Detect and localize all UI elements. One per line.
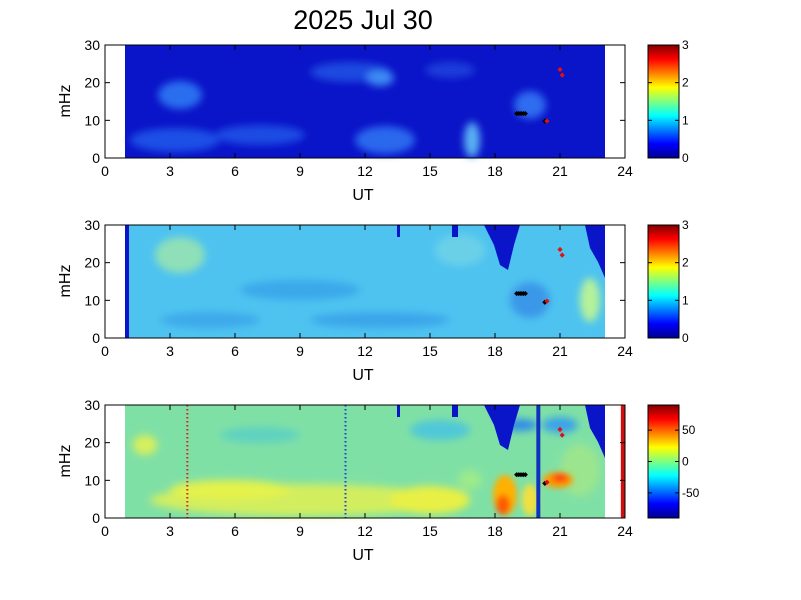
colorbar-gradient-1 [647,44,680,159]
y-tick-label: 10 [84,292,100,308]
x-tick-label: 0 [101,523,109,539]
x-tick-label: 12 [357,343,373,359]
x-axis-2: 0 3 6 9 12 15 18 21 24 [101,225,633,359]
y-tick-label: 10 [84,112,100,128]
x-tick-label: 24 [617,343,633,359]
black-marker [542,480,548,486]
x-axis-label-1: UT [352,187,374,204]
black-marker [522,472,528,478]
x-tick-label: 3 [166,343,174,359]
y-axis-3: 0 10 20 30 [84,397,625,526]
y-axis-label-3: mHz [57,445,74,478]
x-tick-label: 15 [422,523,438,539]
markers-2 [514,246,565,305]
x-tick-label: 9 [296,163,304,179]
colorbar-tick-label: 0 [682,331,689,345]
x-tick-label: 15 [422,163,438,179]
colorbar-tick-label: 3 [682,218,689,232]
y-tick-label: 30 [84,37,100,53]
x-tick-label: 0 [101,163,109,179]
y-tick-label: 10 [84,472,100,488]
y-tick-label: 0 [92,150,100,166]
red-marker [544,479,550,485]
y-tick-label: 20 [84,435,100,451]
x-axis-label-2: UT [352,367,374,384]
x-tick-label: 9 [296,523,304,539]
x-tick-label: 21 [552,343,568,359]
black-marker [522,110,528,117]
x-tick-label: 18 [487,523,503,539]
heatmap-3 [125,405,605,518]
x-axis-3: 0 3 6 9 12 15 18 21 24 [101,405,633,539]
x-tick-label: 3 [166,163,174,179]
x-tick-label: 24 [617,163,633,179]
x-tick-label: 21 [552,163,568,179]
colorbar-1: 0 1 2 3 [647,38,689,165]
red-marker [544,118,550,124]
red-marker [557,66,563,73]
x-tick-label: 6 [231,343,239,359]
red-marker [559,72,565,78]
panel-3: 0 3 6 9 12 15 18 21 24 0 10 20 30 UT mHz 50 0 -50 [57,397,700,564]
x-tick-label: 12 [357,163,373,179]
x-tick-label: 6 [231,523,239,539]
colorbar-tick-label: 3 [682,38,689,52]
colorbar-tick-label: -50 [682,486,700,500]
colorbar-2: 0 1 2 3 [647,218,689,345]
x-tick-label: 3 [166,523,174,539]
x-tick-label: 15 [422,343,438,359]
colorbar-gradient-3 [647,404,680,519]
markers-3 [514,426,565,486]
x-tick-label: 21 [552,523,568,539]
chart-title: 2025 Jul 30 [293,5,433,35]
x-tick-label: 6 [231,163,239,179]
colorbar-tick-label: 2 [682,256,689,270]
heatmap-1 [125,45,605,158]
y-axis-label-2: mHz [57,265,74,298]
red-marker [557,426,563,433]
x-axis-1: 0 3 6 9 12 15 18 21 24 [101,45,633,179]
x-tick-label: 9 [296,343,304,359]
y-tick-label: 30 [84,217,100,233]
x-tick-label: 12 [357,523,373,539]
y-axis-label-1: mHz [57,85,74,118]
x-tick-label: 0 [101,343,109,359]
y-axis-1: 0 10 20 30 [84,37,625,166]
x-tick-label: 18 [487,343,503,359]
red-marker [557,246,563,253]
overlay-lines-3 [186,405,625,518]
y-tick-label: 0 [92,330,100,346]
y-tick-label: 0 [92,510,100,526]
colorbar-tick-label: 2 [682,76,689,90]
markers-1 [514,66,565,124]
colorbar-3: 50 0 -50 [647,404,700,519]
x-axis-label-3: UT [352,547,374,564]
heatmap-2 [125,225,605,338]
y-tick-label: 30 [84,397,100,413]
colorbar-tick-label: 0 [682,151,689,165]
black-marker [542,299,548,305]
y-tick-label: 20 [84,75,100,91]
red-marker [559,252,565,258]
y-tick-label: 20 [84,255,100,271]
red-marker [544,298,550,304]
colorbar-tick-label: 0 [682,455,689,469]
red-marker [559,432,565,438]
y-axis-2: 0 10 20 30 [84,217,625,346]
colorbar-tick-label: 1 [682,113,689,127]
x-tick-label: 18 [487,163,503,179]
x-tick-label: 24 [617,523,633,539]
black-marker [522,290,528,297]
colorbar-gradient-2 [647,224,680,339]
colorbar-tick-label: 1 [682,293,689,307]
colorbar-tick-label: 50 [682,423,696,437]
